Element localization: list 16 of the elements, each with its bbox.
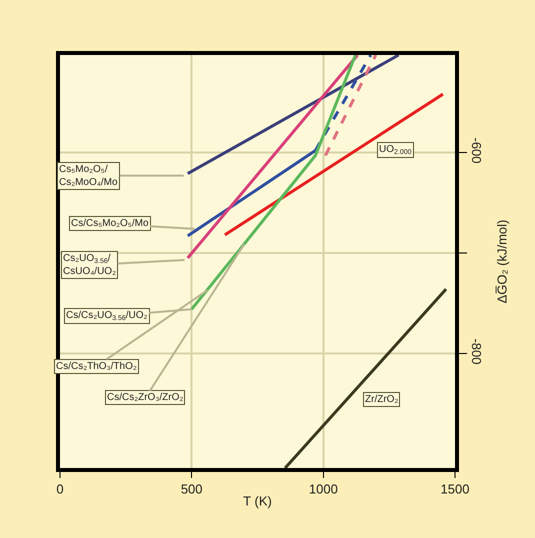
x-tick-label: 1500 xyxy=(440,482,470,497)
annotation: Cs/Cs₂ThO₃/ThO₂ xyxy=(56,361,137,372)
annotation: Cs/Cs₂UO$_{3.56}$/UO₂ xyxy=(66,310,148,322)
x-tick-label: 0 xyxy=(56,482,64,497)
x-axis-title: T (K) xyxy=(243,494,272,509)
annotation: Cs₅Mo₂O₅/ Cs₂MoO₄/Mo xyxy=(59,164,118,188)
x-tick-label: 500 xyxy=(180,482,203,497)
y-tick-label: -600 xyxy=(469,138,484,164)
annotation: Cs₂UO$_{3.56}$/ CsUO₄/UO₂ xyxy=(63,253,116,277)
x-tick-label: 1000 xyxy=(308,482,338,497)
annotation: Cs/Cs₂ZrO₃/ZrO₂ xyxy=(107,392,184,403)
y-tick-label: -800 xyxy=(469,338,484,365)
annotation: Cs/Cs₅Mo₂O₅/Mo xyxy=(71,218,149,229)
y-axis-title: ΔG̅O₂ (kJ/mol) xyxy=(494,220,510,304)
annotation: Zr/ZrO₂ xyxy=(365,394,398,405)
annotation: UO$_{2.000}$ xyxy=(379,144,412,156)
